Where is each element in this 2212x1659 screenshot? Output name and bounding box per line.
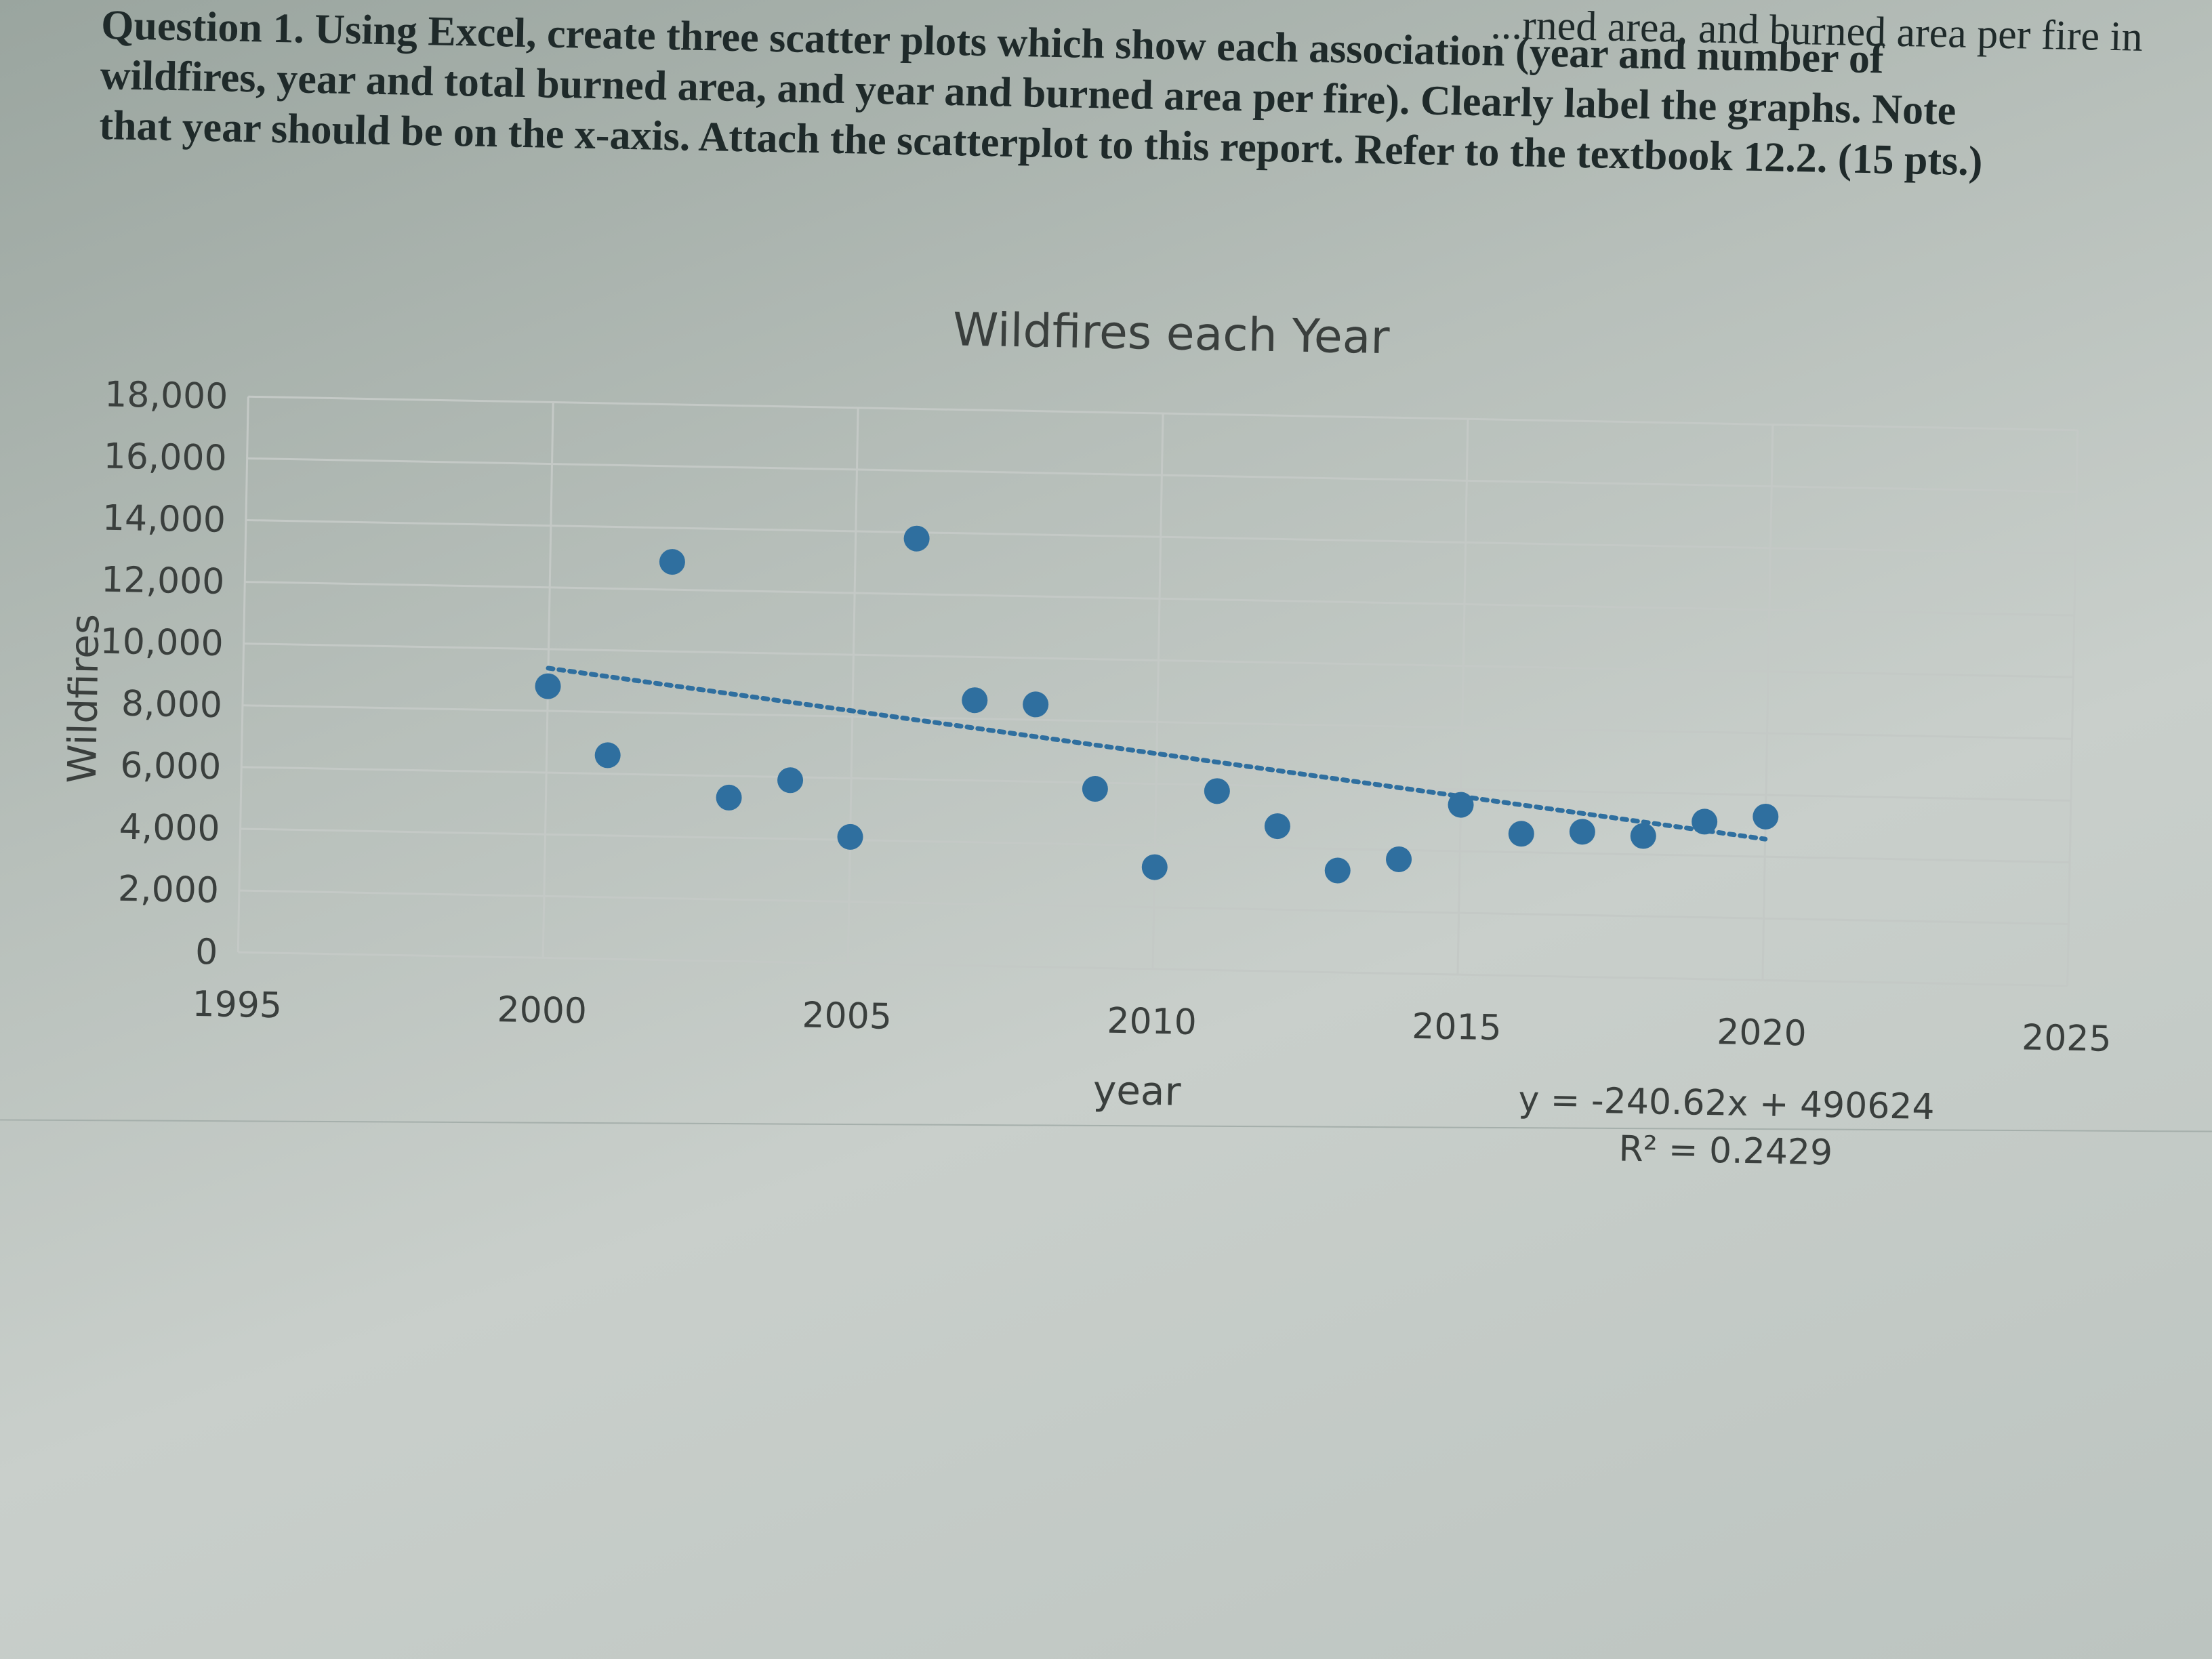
- data-point: [1204, 778, 1230, 804]
- x-tick-label: 2020: [1717, 1012, 1807, 1054]
- y-gridline: [248, 395, 2078, 432]
- data-point: [1448, 792, 1474, 818]
- data-point: [1692, 808, 1718, 835]
- x-gridline: [2066, 430, 2079, 986]
- y-tick-label: 12,000: [101, 560, 225, 602]
- data-point: [1141, 854, 1168, 880]
- y-tick-label: 14,000: [102, 498, 226, 541]
- x-gridline: [237, 396, 249, 953]
- trendline: [546, 665, 1768, 842]
- y-tick-label: 0: [195, 932, 218, 973]
- data-point: [1264, 813, 1290, 840]
- y-tick-label: 18,000: [104, 374, 228, 417]
- data-point: [777, 767, 804, 794]
- x-tick-label: 1995: [192, 984, 282, 1026]
- data-point: [659, 549, 685, 575]
- chart-title: Wildfires each Year: [952, 303, 1390, 365]
- x-gridline: [1151, 413, 1164, 969]
- y-axis-label: Wildfires: [59, 613, 108, 783]
- data-point: [1023, 691, 1049, 718]
- x-gridline: [1761, 424, 1774, 981]
- data-point: [716, 784, 742, 811]
- y-tick-label: 8,000: [121, 683, 223, 726]
- trendline-r-squared: R² = 0.2429: [1618, 1129, 1833, 1174]
- scatter-chart: Wildfires each Year 0 2,000 4,000 6,000 8,00…: [59, 303, 2112, 1174]
- y-tick-label: 6,000: [120, 745, 222, 788]
- data-point: [1386, 846, 1412, 872]
- data-point: [535, 673, 561, 699]
- data-point: [903, 525, 930, 552]
- y-tick-label: 4,000: [119, 807, 220, 850]
- x-tick-label: 2010: [1107, 1001, 1197, 1043]
- data-point: [1324, 857, 1351, 884]
- data-point: [1753, 803, 1779, 830]
- trendline-path: [546, 665, 1768, 842]
- y-tick-label: 16,000: [103, 436, 227, 478]
- x-axis-label: year: [1092, 1067, 1181, 1114]
- y-tick-label: 2,000: [118, 869, 220, 912]
- y-tick-label: 10,000: [100, 621, 224, 664]
- gridlines: [237, 395, 2079, 987]
- data-point: [1508, 821, 1534, 847]
- y-tick-labels: 0 2,000 4,000 6,000 8,000 10,000 12,000 14,000 1…: [100, 374, 228, 973]
- x-tick-labels: 1995 2000 2005 2010 2015 2020 2025: [192, 984, 2112, 1060]
- x-tick-label: 2005: [802, 995, 892, 1037]
- data-point: [1630, 823, 1656, 849]
- x-gridline: [846, 407, 859, 964]
- data-point: [837, 823, 863, 850]
- x-tick-label: 2025: [2022, 1017, 2112, 1059]
- data-point: [1569, 819, 1595, 845]
- data-points: [535, 525, 1779, 884]
- trendline-equation: y = -240.62x + 490624: [1518, 1080, 1935, 1128]
- x-tick-label: 2015: [1412, 1006, 1502, 1048]
- x-gridline: [1456, 419, 1469, 975]
- question-text: ...rned area, and burned area per fire i…: [99, 0, 2144, 190]
- x-tick-label: 2000: [497, 989, 587, 1031]
- data-point: [1082, 776, 1108, 802]
- data-point: [594, 742, 621, 769]
- data-point: [962, 687, 988, 714]
- chart-area: Wildfires each Year 0 2,000 4,000 6,000 8,00…: [37, 258, 2189, 1225]
